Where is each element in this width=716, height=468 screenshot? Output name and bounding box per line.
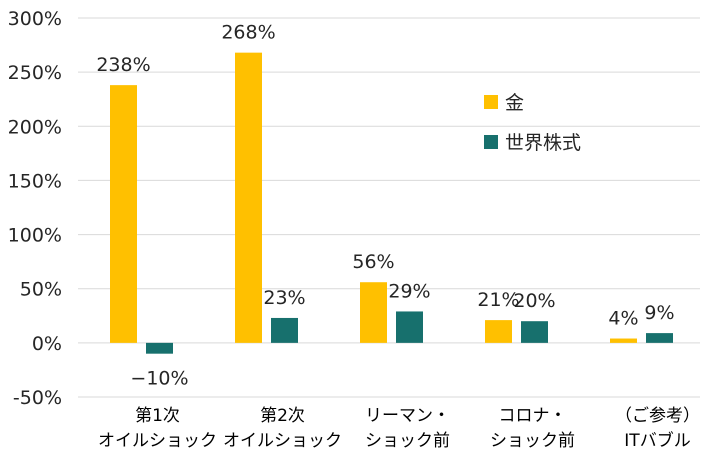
bar bbox=[271, 317, 298, 343]
gridlines bbox=[78, 17, 700, 398]
data-label: 21% bbox=[477, 289, 519, 311]
y-tick-label: 200% bbox=[8, 116, 62, 138]
y-tick-label: 300% bbox=[8, 8, 62, 30]
x-category-label: ITバブル bbox=[624, 430, 690, 451]
data-label: 29% bbox=[388, 280, 430, 302]
legend-swatch bbox=[484, 95, 498, 109]
x-category-label: ショック前 bbox=[365, 431, 450, 451]
data-label: 9% bbox=[644, 302, 674, 324]
x-category-label: リーマン・ bbox=[365, 406, 450, 426]
y-tick-label: 50% bbox=[20, 279, 62, 301]
data-label: 56% bbox=[352, 251, 394, 273]
x-category-label: 第1次 bbox=[135, 406, 180, 426]
bar bbox=[521, 321, 548, 343]
data-label: 20% bbox=[513, 290, 555, 312]
y-tick-label: 0% bbox=[32, 333, 62, 355]
bar bbox=[235, 52, 262, 343]
x-category-label: ショック前 bbox=[490, 431, 575, 451]
bar bbox=[485, 320, 512, 343]
y-tick-label: 150% bbox=[8, 170, 62, 192]
data-label: −10% bbox=[130, 368, 188, 390]
legend-label: 世界株式 bbox=[505, 132, 581, 154]
x-category-label: オイルショック bbox=[223, 431, 342, 451]
y-tick-label: -50% bbox=[13, 387, 62, 409]
data-label: 238% bbox=[96, 54, 150, 76]
y-tick-label: 250% bbox=[8, 62, 62, 84]
data-label: 4% bbox=[608, 308, 638, 330]
bar bbox=[360, 282, 387, 343]
bar bbox=[396, 311, 423, 343]
legend-swatch bbox=[484, 135, 498, 149]
x-category-label: オイルショック bbox=[98, 431, 217, 451]
bar bbox=[146, 342, 173, 354]
data-label: 268% bbox=[221, 22, 275, 44]
data-label: 23% bbox=[263, 287, 305, 309]
bar bbox=[610, 338, 637, 343]
y-axis-ticks: -50% 0% 50% 100% 150% 200% 250% 300% bbox=[8, 8, 62, 409]
data-labels: 238% 268% 56% 21% 4% −10% 23% 29% 20% 9% bbox=[96, 22, 674, 390]
y-tick-label: 100% bbox=[8, 225, 62, 247]
x-category-label: 第2次 bbox=[260, 406, 305, 426]
bar bbox=[646, 333, 673, 343]
x-category-label: （ご参考） bbox=[615, 406, 700, 426]
legend-label: 金 bbox=[505, 92, 524, 114]
x-axis-categories: 第1次オイルショック第2次オイルショックリーマン・ショック前コロナ・ショック前（… bbox=[98, 406, 700, 451]
x-category-label: コロナ・ bbox=[499, 406, 567, 426]
bar bbox=[110, 85, 137, 343]
bars bbox=[110, 52, 673, 354]
